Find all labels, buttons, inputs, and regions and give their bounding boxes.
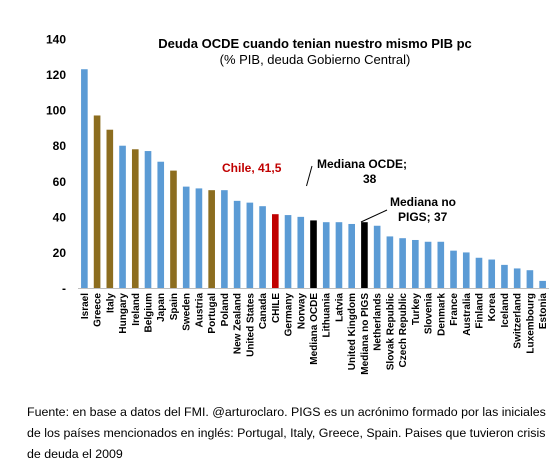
y-tick-label: - (62, 282, 66, 296)
x-tick-label: Estonia (538, 293, 549, 330)
bar-mediana-no-pigs (361, 222, 368, 288)
x-tick-label: United States (245, 293, 256, 357)
bar-denmark (437, 241, 445, 288)
x-tick-label: Finland (474, 293, 485, 329)
annotation-label: 38 (363, 172, 377, 186)
x-tick-label: Denmark (436, 293, 447, 336)
annotation-label: Mediana OCDE; (317, 157, 407, 171)
x-tick-label: Czech Republic (398, 293, 409, 368)
x-tick-label: Spain (169, 293, 180, 320)
x-tick-label: Belgium (144, 293, 155, 333)
chart-subtitle: (% PIB, deuda Gobierno Central) (219, 52, 411, 67)
bar-switzerland (513, 268, 521, 288)
bar-finland (475, 257, 483, 288)
bar-lithuania (322, 222, 330, 288)
annotations: Chile, 41,5 Mediana OCDE;38 Mediana noPIGS… (222, 157, 456, 224)
bar-united-states (246, 202, 254, 288)
x-tick-label: United Kingdom (347, 293, 358, 370)
bar-slovak-republic (386, 236, 394, 288)
bar-czech-republic (399, 238, 406, 288)
x-tick-label: Israel (80, 293, 91, 319)
chart-title: Deuda OCDE cuando tenian nuestro mismo P… (158, 36, 472, 51)
annotation-label: PIGS; 37 (398, 210, 448, 224)
bar-greece (93, 115, 101, 288)
x-tick-label: Switzerland (513, 293, 524, 349)
x-tick-label: Mediana no PIGS (360, 293, 371, 375)
x-tick-label: Mediana OCDE (309, 293, 320, 365)
bar-france (450, 250, 457, 288)
x-tick-label: Hungary (118, 293, 129, 334)
bar-canada (259, 206, 266, 288)
bar-ireland (131, 149, 139, 288)
bar-norway (297, 216, 305, 288)
x-tick-label: Austria (194, 293, 205, 328)
x-tick-label: Luxembourg (525, 293, 536, 354)
x-tick-label: Slovak Republic (385, 293, 396, 371)
bar-austria (195, 188, 203, 288)
bar-australia (462, 252, 470, 288)
bar-new-zealand (233, 200, 241, 288)
annotation-label: Chile, 41,5 (222, 161, 282, 175)
bar-japan (157, 161, 165, 288)
bar-iceland (501, 264, 508, 288)
bar-united-kingdom (348, 223, 355, 288)
y-tick-label: 120 (46, 68, 66, 82)
leader-line-mediana-ocde (306, 165, 313, 187)
x-tick-label: France (449, 293, 460, 326)
y-tick-label: 20 (53, 246, 67, 260)
x-tick-label: Greece (93, 293, 104, 327)
bar-germany (284, 215, 292, 288)
bar-israel (81, 69, 88, 289)
leader-line-mediana-no-pigs (360, 209, 388, 223)
bar-luxembourg (526, 270, 534, 288)
axes: - 20 40 60 80 100 120 140 Israel Greece Italy Hunga… (46, 33, 549, 375)
bars (81, 69, 546, 289)
bar-estonia (539, 280, 546, 288)
x-tick-label: New Zealand (233, 293, 244, 354)
bar-slovenia (424, 241, 432, 288)
source-note: Fuente: en base a datos del FMI. @arturo… (27, 405, 546, 461)
x-tick-label: Italy (105, 293, 116, 313)
x-tick-label: Poland (220, 293, 231, 326)
y-tick-label: 40 (53, 210, 67, 224)
x-tick-label: Ireland (131, 293, 142, 326)
x-tick-label: Australia (462, 293, 473, 336)
y-tick-label: 100 (46, 104, 66, 118)
bar-spain (170, 170, 177, 288)
bar-turkey (412, 239, 419, 288)
x-tick-label: Slovenia (424, 293, 435, 335)
bar-chile (272, 214, 279, 288)
bar-italy (106, 129, 114, 288)
bar-poland (221, 190, 228, 288)
debt-bar-chart: - 20 40 60 80 100 120 140 Israel Greece Italy Hunga… (46, 33, 549, 375)
y-tick-label: 80 (53, 139, 67, 153)
bar-hungary (119, 145, 126, 288)
x-tick-label: Norway (296, 293, 307, 330)
x-tick-label: Korea (487, 293, 498, 322)
bar-belgium (144, 151, 152, 288)
bar-sweden (182, 186, 190, 288)
bar-mediana-ocde (310, 220, 317, 288)
x-tick-label: Japan (156, 293, 167, 322)
x-tick-label: Iceland (500, 293, 511, 327)
x-tick-label: Germany (284, 293, 295, 337)
y-tick-label: 60 (53, 175, 67, 189)
bar-korea (488, 259, 496, 288)
bar-netherlands (373, 225, 381, 288)
y-tick-label: 140 (46, 33, 66, 47)
x-tick-label: Lithuania (322, 293, 333, 338)
x-tick-label: Sweden (182, 293, 193, 331)
bar-latvia (335, 222, 343, 288)
x-tick-label: Portugal (207, 293, 218, 334)
bar-portugal (208, 190, 215, 288)
annotation-label: Mediana no (390, 195, 456, 209)
x-tick-label: Netherlands (373, 293, 384, 351)
x-tick-label: Turkey (411, 293, 422, 325)
x-tick-label: CHILE (271, 293, 282, 323)
x-tick-label: Latvia (334, 293, 345, 322)
x-tick-label: Canada (258, 293, 269, 330)
